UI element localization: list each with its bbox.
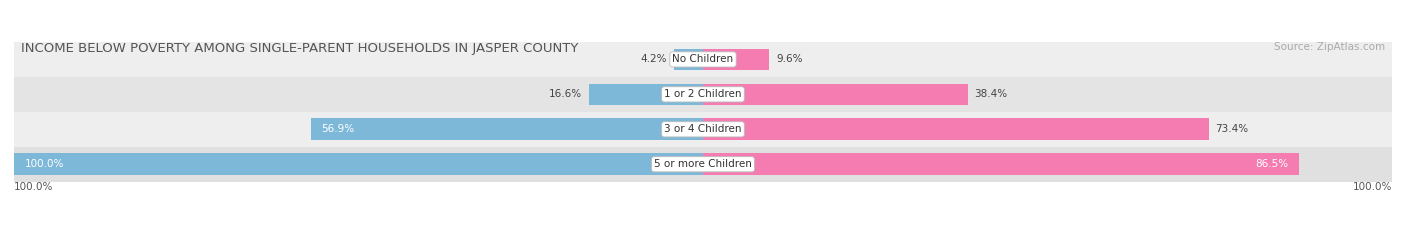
Bar xyxy=(311,118,703,140)
Bar xyxy=(703,83,967,105)
Text: 86.5%: 86.5% xyxy=(1256,159,1289,169)
Text: 56.9%: 56.9% xyxy=(322,124,354,134)
Bar xyxy=(14,77,1392,112)
Bar xyxy=(703,49,769,70)
Text: No Children: No Children xyxy=(672,55,734,64)
Text: 100.0%: 100.0% xyxy=(24,159,63,169)
Bar xyxy=(14,42,1392,77)
Bar xyxy=(14,153,703,175)
Bar xyxy=(703,153,1299,175)
Text: 16.6%: 16.6% xyxy=(548,89,582,99)
Text: Source: ZipAtlas.com: Source: ZipAtlas.com xyxy=(1274,42,1385,52)
Text: 100.0%: 100.0% xyxy=(1353,182,1392,192)
Text: 73.4%: 73.4% xyxy=(1216,124,1249,134)
Text: 1 or 2 Children: 1 or 2 Children xyxy=(664,89,742,99)
Bar xyxy=(14,147,1392,182)
Text: 4.2%: 4.2% xyxy=(641,55,668,64)
Legend: Single Father, Single Mother: Single Father, Single Mother xyxy=(596,230,810,233)
Text: 3 or 4 Children: 3 or 4 Children xyxy=(664,124,742,134)
Bar xyxy=(589,83,703,105)
Text: INCOME BELOW POVERTY AMONG SINGLE-PARENT HOUSEHOLDS IN JASPER COUNTY: INCOME BELOW POVERTY AMONG SINGLE-PARENT… xyxy=(21,42,578,55)
Bar xyxy=(14,112,1392,147)
Text: 5 or more Children: 5 or more Children xyxy=(654,159,752,169)
Bar xyxy=(703,118,1209,140)
Text: 9.6%: 9.6% xyxy=(776,55,803,64)
Text: 38.4%: 38.4% xyxy=(974,89,1008,99)
Text: 100.0%: 100.0% xyxy=(14,182,53,192)
Bar xyxy=(673,49,703,70)
